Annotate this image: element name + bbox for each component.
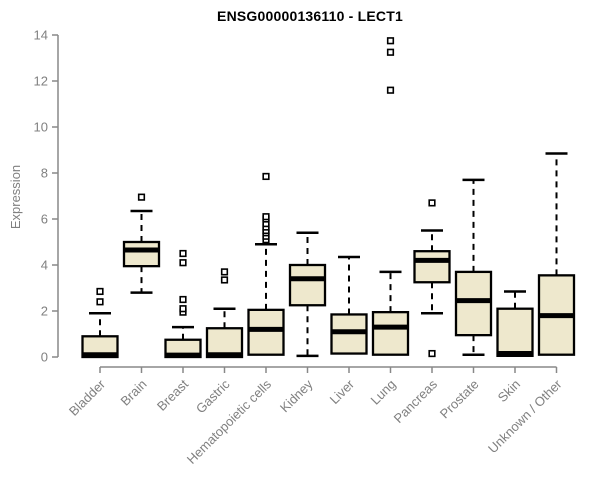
box-iqr	[122, 240, 161, 268]
x-category-label: Brain	[118, 377, 150, 409]
outlier-point	[179, 259, 187, 267]
outlier-point	[262, 172, 270, 181]
y-tick-label: 8	[41, 166, 48, 181]
outlier-point	[220, 276, 229, 284]
box-iqr	[371, 310, 410, 356]
x-category-label: Liver	[327, 376, 358, 407]
outlier-point	[137, 193, 146, 201]
outlier-point	[428, 199, 436, 207]
outlier-point	[262, 213, 270, 221]
outlier-point	[179, 249, 187, 258]
box-iqr	[454, 270, 493, 337]
x-category-label: Bladder	[66, 376, 109, 419]
x-category-label: Pancreas	[391, 376, 441, 426]
outlier-point	[220, 268, 229, 276]
box-iqr	[247, 308, 285, 356]
x-category-label: Kidney	[277, 376, 316, 415]
x-category-label: Lung	[368, 377, 399, 408]
box-iqr	[413, 250, 451, 284]
outlier-point	[386, 48, 395, 56]
x-category-label: Breast	[154, 376, 191, 413]
outlier-point	[386, 37, 395, 45]
y-tick-label: 4	[41, 258, 48, 273]
x-category-label: Gastric	[193, 376, 233, 416]
x-category-label: Skin	[495, 377, 523, 405]
y-tick-label: 6	[41, 212, 48, 227]
x-category-label: Unknown / Other	[485, 376, 565, 456]
y-tick-label: 12	[34, 74, 48, 89]
outlier-point	[386, 86, 395, 94]
box-iqr	[288, 263, 327, 307]
y-tick-label: 10	[34, 120, 48, 135]
outlier-point	[428, 349, 436, 358]
outlier-point	[179, 295, 187, 304]
outlier-point	[96, 298, 104, 306]
box-iqr	[496, 307, 534, 358]
y-axis-label: Expression	[8, 164, 23, 230]
outlier-point	[96, 287, 104, 296]
y-tick-label: 0	[41, 350, 48, 365]
y-tick-label: 14	[34, 28, 48, 43]
x-category-label: Prostate	[437, 377, 482, 422]
y-tick-label: 2	[41, 304, 48, 319]
outlier-point	[179, 305, 187, 313]
chart-title: ENSG00000136110 - LECT1	[217, 8, 403, 24]
